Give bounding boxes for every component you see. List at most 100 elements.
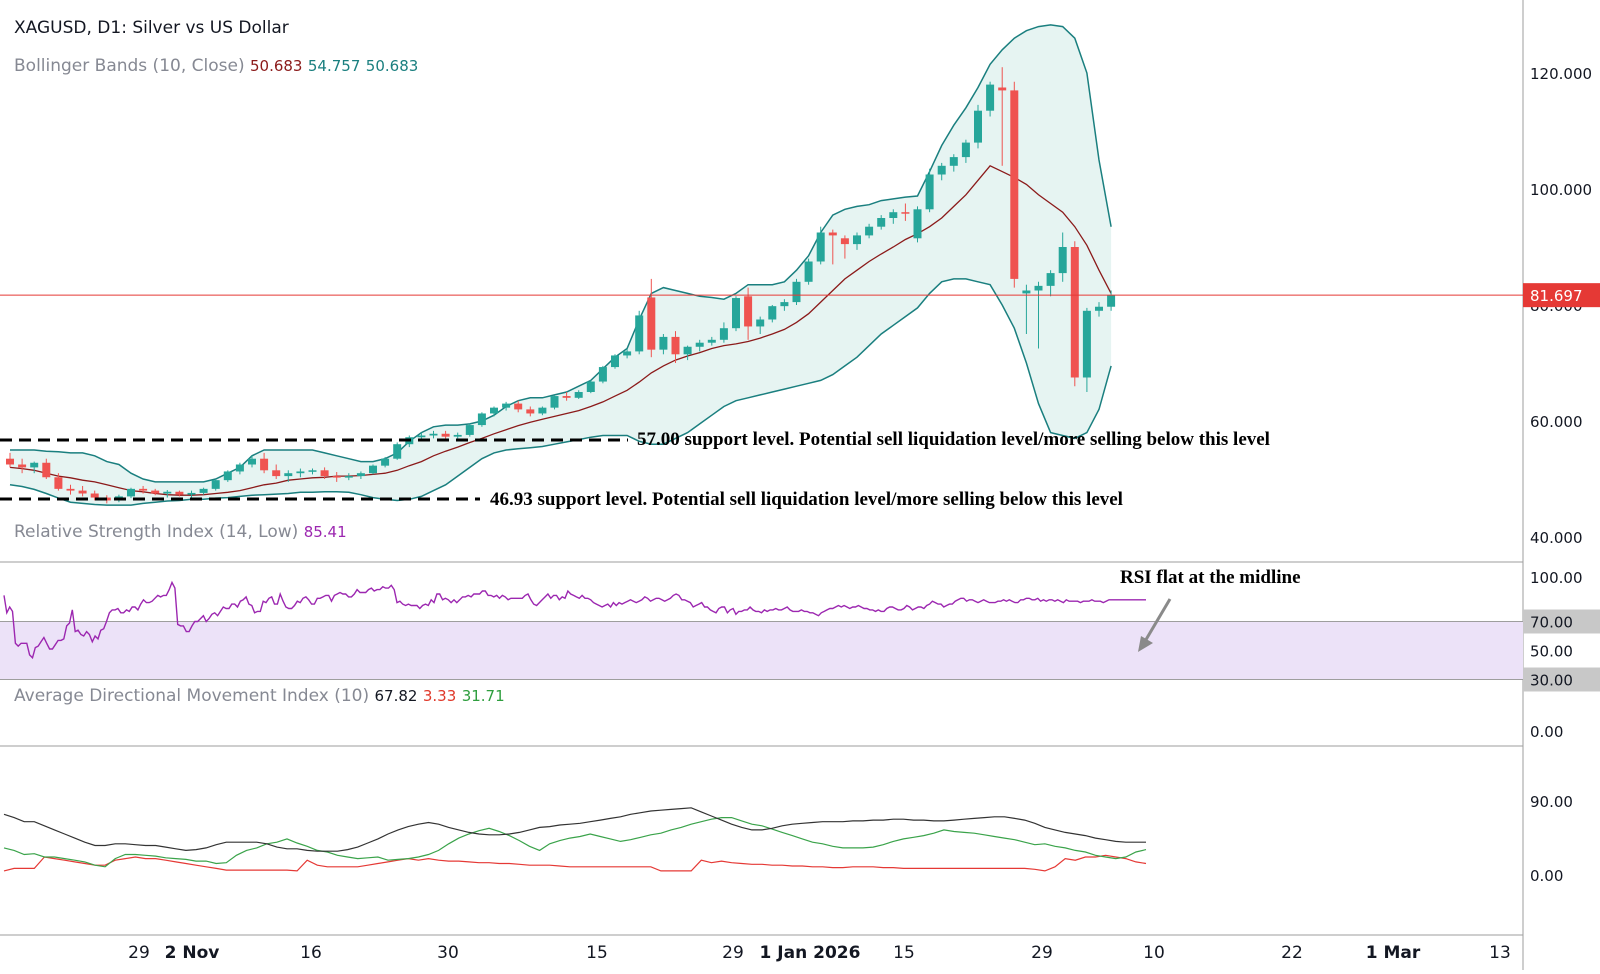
candle-body bbox=[369, 465, 377, 474]
rsi-tick-label: 70.00 bbox=[1530, 614, 1573, 632]
rsi-value: 85.41 bbox=[303, 523, 347, 541]
candle-body bbox=[816, 232, 825, 262]
candle-body bbox=[151, 490, 160, 494]
candle-body bbox=[853, 235, 861, 245]
axes: 120.000100.00080.00060.00040.00081.69710… bbox=[128, 65, 1600, 963]
bollinger-label: Bollinger Bands (10, Close) bbox=[14, 56, 245, 76]
candle-body bbox=[1058, 247, 1067, 274]
candle-body bbox=[187, 492, 196, 495]
candle-body bbox=[889, 212, 898, 218]
candle-body bbox=[961, 142, 970, 158]
candle-body bbox=[744, 296, 753, 327]
candle-body bbox=[937, 165, 946, 175]
time-tick-label: 29 bbox=[722, 943, 744, 963]
candle-body bbox=[441, 433, 450, 437]
time-tick-label: 2 Nov bbox=[165, 943, 220, 963]
rsi-tick-label: 0.00 bbox=[1530, 723, 1563, 741]
candle-body bbox=[465, 425, 474, 435]
bollinger-middle-line bbox=[9, 164, 1112, 496]
candle-body bbox=[707, 339, 716, 343]
candle-body bbox=[296, 471, 305, 474]
support-57-annotation: 57.00 support level. Potential sell liqu… bbox=[637, 429, 1270, 450]
candle-body bbox=[344, 476, 353, 478]
candle-body bbox=[998, 87, 1007, 91]
candle-body bbox=[949, 157, 958, 166]
candle-body bbox=[42, 462, 51, 478]
candle-body bbox=[768, 306, 777, 320]
chart-title: XAGUSD, D1: Silver vs US Dollar bbox=[14, 18, 289, 38]
candle-body bbox=[211, 480, 220, 489]
candle-body bbox=[1095, 306, 1103, 311]
candle-body bbox=[272, 470, 281, 477]
bollinger-fill bbox=[10, 24, 1112, 506]
candle-body bbox=[611, 355, 619, 368]
candle-body bbox=[248, 458, 256, 465]
candle-body bbox=[6, 458, 14, 465]
candle-body bbox=[550, 396, 559, 408]
candle-body bbox=[127, 488, 135, 497]
symbol-title: XAGUSD, D1: Silver vs US Dollar bbox=[14, 18, 289, 38]
rsi-arrow-head bbox=[1138, 636, 1153, 652]
price-tick-label: 40.000 bbox=[1530, 529, 1583, 547]
time-tick-label: 29 bbox=[128, 943, 150, 963]
candle-body bbox=[332, 476, 341, 478]
time-tick-label: 10 bbox=[1143, 943, 1165, 963]
candle-body bbox=[804, 261, 813, 282]
rsi-arrow-shaft bbox=[1142, 598, 1172, 644]
rsi-legend[interactable]: Relative Strength Index (14, Low) 85.41 bbox=[14, 522, 347, 542]
candle-body bbox=[974, 110, 982, 143]
adx-line bbox=[3, 807, 1146, 852]
candle-body bbox=[381, 458, 390, 466]
candle-body bbox=[514, 403, 523, 410]
candle-body bbox=[1082, 310, 1091, 378]
dmi-plus-value: 31.71 bbox=[461, 687, 505, 705]
candle-body bbox=[1022, 290, 1031, 294]
candle-body bbox=[732, 298, 740, 329]
candle-body bbox=[223, 471, 232, 481]
price-tick-label: 60.000 bbox=[1530, 413, 1583, 431]
time-tick-label: 15 bbox=[586, 943, 608, 963]
candle-body bbox=[393, 444, 402, 459]
adx-legend[interactable]: Average Directional Movement Index (10) … bbox=[14, 686, 505, 706]
candle-body bbox=[719, 328, 728, 340]
candle-body bbox=[756, 319, 765, 327]
time-tick-label: 13 bbox=[1489, 943, 1511, 963]
candle-body bbox=[139, 488, 148, 491]
adx-label: Average Directional Movement Index (10) bbox=[14, 686, 370, 706]
candle-body bbox=[780, 302, 789, 307]
rsi-level-badge bbox=[1523, 667, 1600, 692]
rsi-tick-label: 50.00 bbox=[1530, 643, 1573, 661]
candle-body bbox=[260, 458, 269, 471]
candle-body bbox=[18, 464, 27, 468]
candle-body bbox=[598, 367, 607, 382]
support-4693-annotation: 46.93 support level. Potential sell liqu… bbox=[490, 489, 1123, 510]
rsi-band bbox=[0, 621, 1523, 680]
dmi-minus-value: 3.33 bbox=[422, 687, 457, 705]
candle-body bbox=[1034, 285, 1043, 291]
time-tick-label: 29 bbox=[1031, 943, 1053, 963]
candle-body bbox=[913, 209, 922, 239]
candle-body bbox=[66, 488, 75, 491]
candle-body bbox=[671, 336, 680, 355]
bollinger-legend[interactable]: Bollinger Bands (10, Close) 50.683 54.75… bbox=[14, 56, 418, 76]
candle-body bbox=[477, 413, 486, 426]
time-tick-label: 22 bbox=[1281, 943, 1303, 963]
rsi-label: Relative Strength Index (14, Low) bbox=[14, 522, 299, 542]
candle-body bbox=[284, 473, 293, 477]
candle-body bbox=[90, 493, 99, 498]
candle-body bbox=[30, 462, 39, 468]
adx-tick-label: 90.00 bbox=[1530, 793, 1573, 811]
candle-body bbox=[695, 342, 704, 347]
adx-value: 67.82 bbox=[374, 687, 418, 705]
candle-body bbox=[199, 488, 208, 493]
candle-body bbox=[502, 403, 511, 408]
adx-pane bbox=[3, 807, 1147, 872]
candle-body bbox=[659, 336, 668, 350]
candle-body bbox=[877, 218, 886, 227]
candle-body bbox=[925, 174, 934, 210]
candle-body bbox=[235, 464, 244, 472]
candle-body bbox=[1070, 247, 1079, 378]
candle-body bbox=[356, 473, 365, 477]
